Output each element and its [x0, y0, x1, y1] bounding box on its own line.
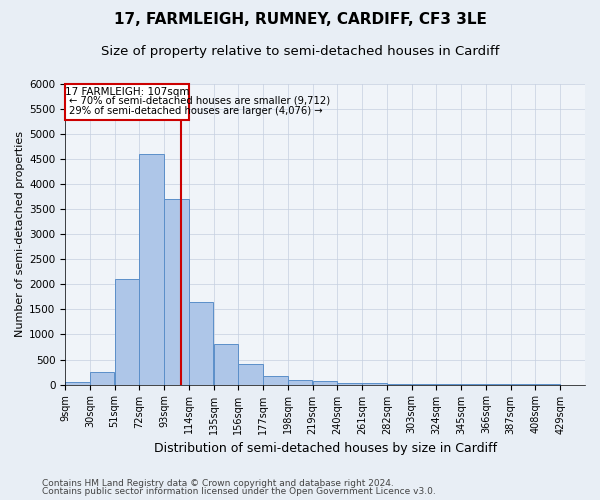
Bar: [90, 372, 114, 384]
Text: 29% of semi-detached houses are larger (4,076) →: 29% of semi-detached houses are larger (…: [68, 106, 322, 116]
Text: Size of property relative to semi-detached houses in Cardiff: Size of property relative to semi-detach…: [101, 45, 499, 58]
Bar: [214, 344, 238, 385]
Text: 17, FARMLEIGH, RUMNEY, CARDIFF, CF3 3LE: 17, FARMLEIGH, RUMNEY, CARDIFF, CF3 3LE: [113, 12, 487, 28]
Bar: [337, 382, 362, 384]
Bar: [313, 381, 337, 384]
Bar: [115, 280, 139, 384]
Y-axis label: Number of semi-detached properties: Number of semi-detached properties: [15, 132, 25, 338]
Text: Contains HM Land Registry data © Crown copyright and database right 2024.: Contains HM Land Registry data © Crown c…: [42, 478, 394, 488]
Bar: [139, 154, 164, 384]
Text: 17 FARMLEIGH: 107sqm: 17 FARMLEIGH: 107sqm: [65, 87, 189, 97]
Bar: [65, 382, 89, 384]
Bar: [288, 380, 313, 384]
Text: ← 70% of semi-detached houses are smaller (9,712): ← 70% of semi-detached houses are smalle…: [68, 95, 330, 105]
Bar: [238, 364, 263, 384]
Bar: [189, 302, 214, 384]
Bar: [263, 376, 287, 384]
X-axis label: Distribution of semi-detached houses by size in Cardiff: Distribution of semi-detached houses by …: [154, 442, 497, 455]
Bar: [65, 84, 189, 120]
Text: Contains public sector information licensed under the Open Government Licence v3: Contains public sector information licen…: [42, 487, 436, 496]
Bar: [164, 199, 188, 384]
